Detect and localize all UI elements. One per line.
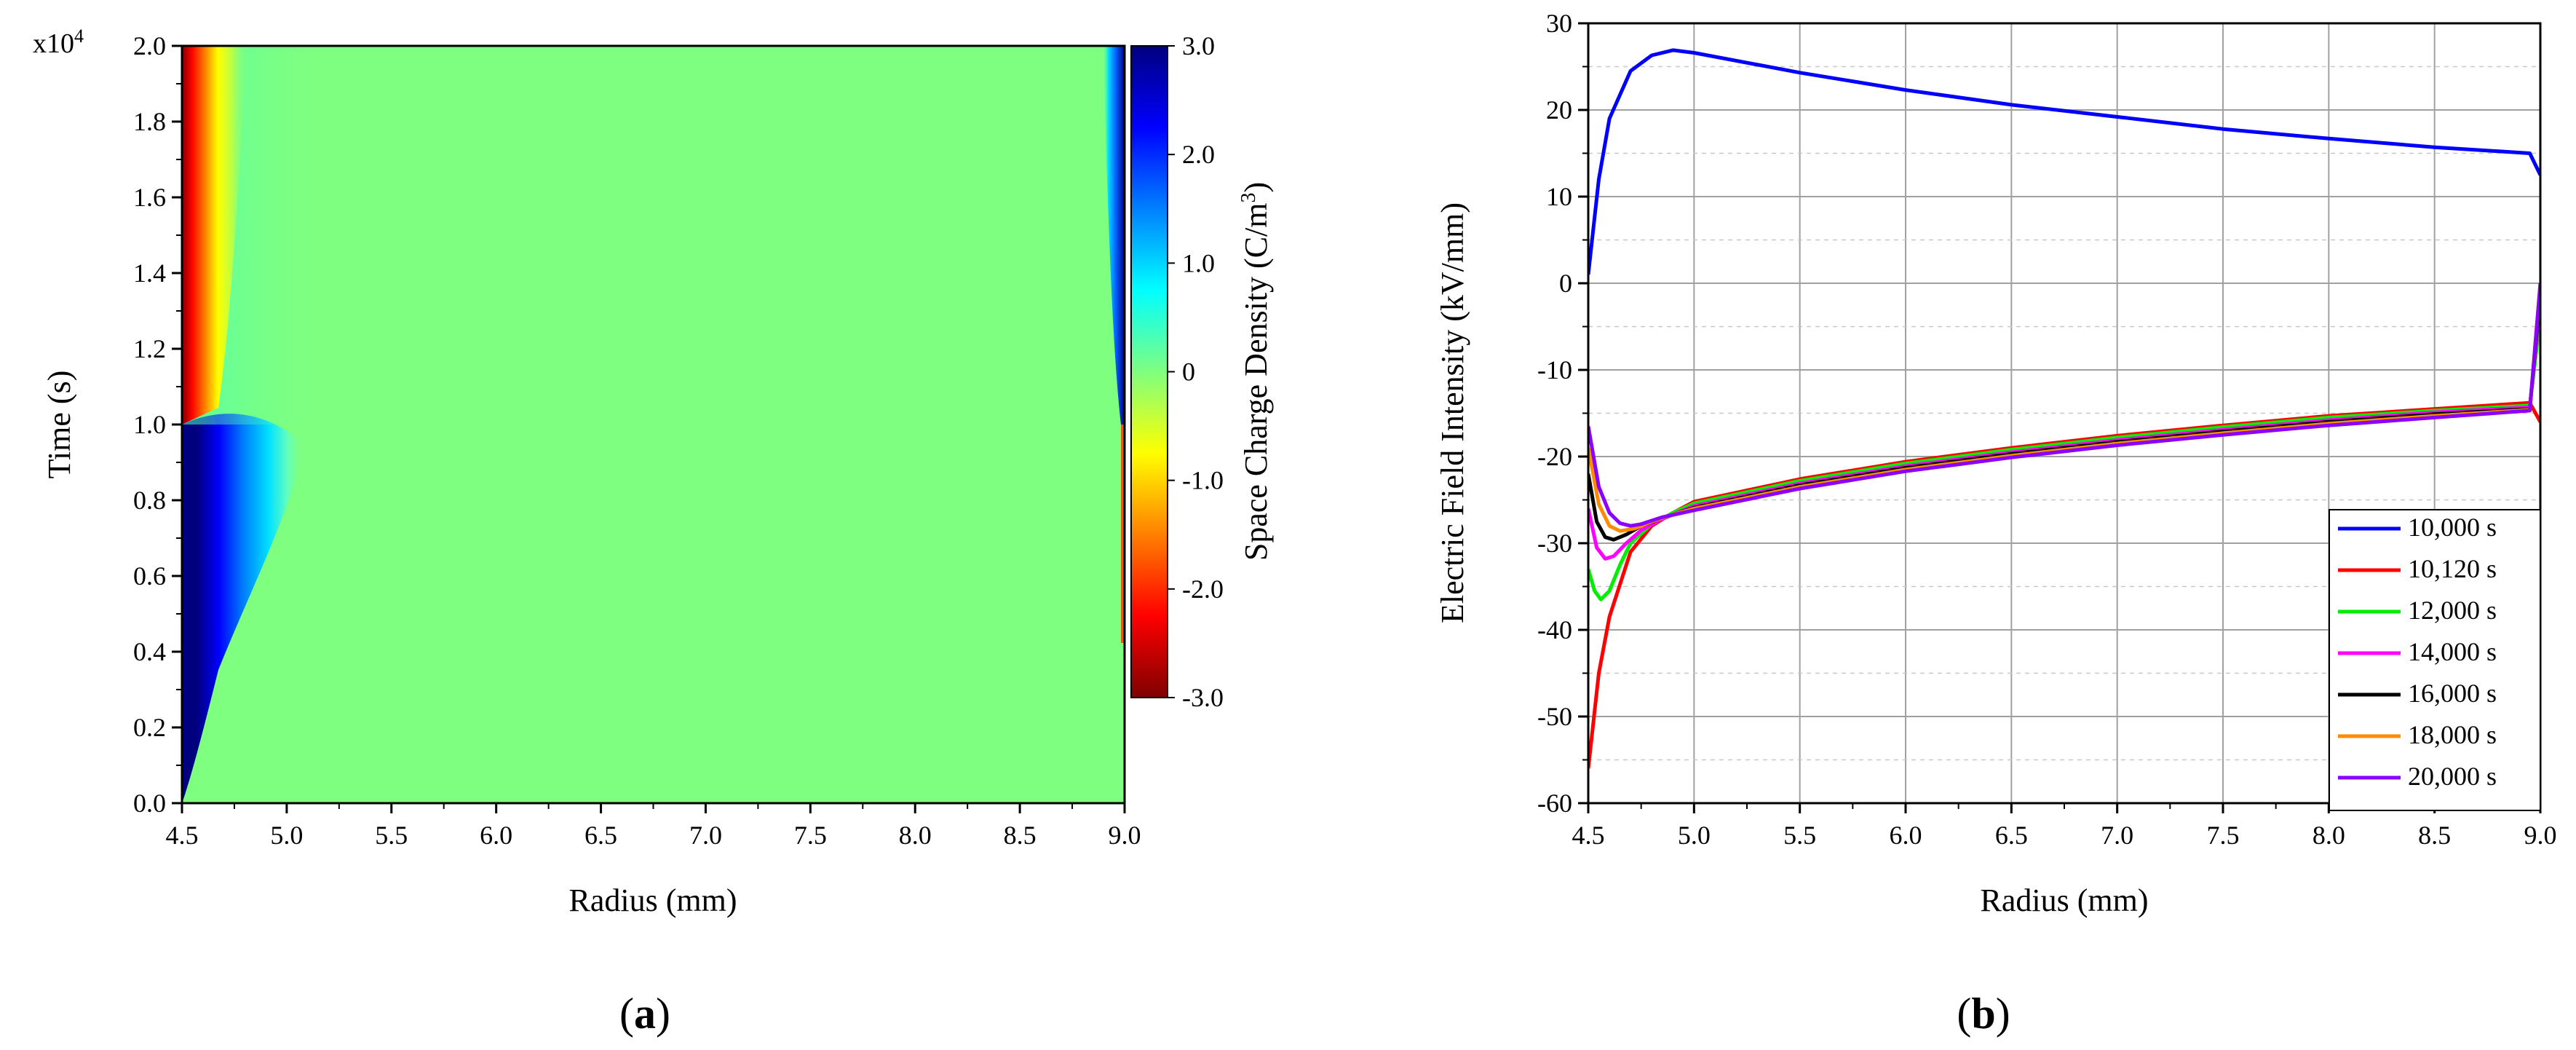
colorbar-tick-label: 0 xyxy=(1182,358,1195,387)
heatmap-xtick-label: 6.5 xyxy=(584,821,617,850)
colorbar-label-close: ) xyxy=(1238,182,1274,193)
heatmap-region-inner-late xyxy=(182,46,247,425)
legend-label: 10,000 s xyxy=(2408,513,2497,542)
heatmap-ylabel: Time (s) xyxy=(41,371,77,479)
heatmap-xtick-label: 5.0 xyxy=(270,821,303,850)
heatmap-ytick-label: 0.2 xyxy=(133,713,166,742)
line-ytick-label: 20 xyxy=(1546,95,1572,125)
line-xtick-label: 5.0 xyxy=(1678,821,1711,850)
colorbar-tick-label: -2.0 xyxy=(1182,575,1224,604)
panel-label-b-letter: b xyxy=(1971,990,1995,1038)
line-ytick-label: -20 xyxy=(1537,442,1572,471)
line-xtick-label: 5.5 xyxy=(1783,821,1816,850)
line-ytick-label: 30 xyxy=(1546,9,1572,38)
line-ytick-label: 10 xyxy=(1546,182,1572,211)
heatmap-ytick-label: 1.8 xyxy=(133,107,166,136)
line-ylabel: Electric Field Intensity (kV/mm) xyxy=(1435,202,1470,623)
colorbar-tick-label: 2.0 xyxy=(1182,140,1215,169)
colorbar-tick-label: -3.0 xyxy=(1182,683,1224,712)
colorbar: 3.0 2.0 1.0 0 -1.0 -2.0 -3.0 Space Charge Dens… xyxy=(1130,31,1274,712)
colorbar-gradient xyxy=(1130,45,1168,698)
heatmap-ytick-label: 0.6 xyxy=(133,561,166,591)
heatmap-region-outer-late xyxy=(1103,46,1125,425)
legend-label: 16,000 s xyxy=(2408,679,2497,708)
heatmap-xtick-label: 4.5 xyxy=(166,821,199,850)
line-series xyxy=(1588,48,2540,769)
line-ytick-label: -40 xyxy=(1537,615,1572,644)
heatmap-ytick-label: 2.0 xyxy=(133,31,166,60)
line-ytick-label: -50 xyxy=(1537,702,1572,731)
legend-label: 18,000 s xyxy=(2408,720,2497,749)
colorbar-tick-label: 3.0 xyxy=(1182,31,1215,60)
heatmap-ytick-label: 0.8 xyxy=(133,486,166,515)
heatmap-ytick-label: 1.2 xyxy=(133,334,166,363)
heatmap-outer-edge-red xyxy=(1121,425,1125,643)
heatmap-xtick-label: 8.5 xyxy=(1004,821,1037,850)
panel-label-a: (a) xyxy=(619,990,670,1038)
colorbar-ticks: 3.0 2.0 1.0 0 -1.0 -2.0 -3.0 xyxy=(1168,31,1224,712)
heatmap-xtick-label: 9.0 xyxy=(1109,821,1141,850)
line-ytick-label: -10 xyxy=(1537,355,1572,384)
heatmap-ytick-label: 0.4 xyxy=(133,637,166,666)
line-ytick-label: -30 xyxy=(1537,529,1572,558)
colorbar-label-sup: 3 xyxy=(1237,193,1260,203)
legend-label: 20,000 s xyxy=(2408,762,2497,791)
line-xtick-label: 9.0 xyxy=(2524,821,2557,850)
colorbar-label: Space Charge Density (C/m3) xyxy=(1237,182,1274,561)
colorbar-tick-label: 1.0 xyxy=(1182,248,1215,277)
series-line xyxy=(1588,317,2540,601)
line-xtick-label: 7.0 xyxy=(2101,821,2133,850)
line-xtick-label: 6.5 xyxy=(1995,821,2028,850)
line-xtick-label: 8.0 xyxy=(2313,821,2345,850)
line-panel: 4.5 5.0 5.5 6.0 6.5 7.0 7.5 8.0 8.5 9.0 30 20 10 0 -10… xyxy=(1435,9,2557,1038)
heatmap-panel: 4.5 5.0 5.5 6.0 6.5 7.0 7.5 8.0 8.5 9.0 0.0 0.2 0.4 0… xyxy=(33,25,1141,1038)
colorbar-label-text: Space Charge Density (C/m xyxy=(1238,203,1274,561)
legend-label: 12,000 s xyxy=(2408,596,2497,625)
panel-label-a-letter: a xyxy=(634,990,656,1038)
colorbar-tick-label: -1.0 xyxy=(1182,466,1224,495)
heatmap-ytick-label: 1.6 xyxy=(133,183,166,212)
heatmap-xtick-label: 6.0 xyxy=(480,821,512,850)
series-line xyxy=(1588,48,2540,275)
line-ytick-label: -60 xyxy=(1537,789,1572,818)
line-ytick-label: 0 xyxy=(1559,269,1572,298)
legend-label: 14,000 s xyxy=(2408,637,2497,666)
heatmap-ytick-label: 0.0 xyxy=(133,789,166,818)
panel-label-b: (b) xyxy=(1957,990,2010,1038)
heatmap-xtick-label: 8.0 xyxy=(899,821,932,850)
line-xtick-label: 7.5 xyxy=(2207,821,2240,850)
heatmap-xtick-label: 7.5 xyxy=(794,821,827,850)
series-line xyxy=(1588,283,2540,528)
heatmap-region-inner-early xyxy=(182,414,306,803)
heatmap-ytick-label: 1.0 xyxy=(133,410,166,439)
line-ticks: 4.5 5.0 5.5 6.0 6.5 7.0 7.5 8.0 8.5 9.0 30 20 10 0 -10… xyxy=(1537,9,2557,850)
legend-label: 10,120 s xyxy=(2408,554,2497,583)
heatmap-ytick-label: 1.4 xyxy=(133,258,166,288)
legend-box xyxy=(2329,509,2541,811)
heatmap-multiplier-exp: 4 xyxy=(74,25,84,47)
line-xtick-label: 8.5 xyxy=(2418,821,2451,850)
heatmap-xtick-label: 5.5 xyxy=(375,821,408,850)
heatmap-xlabel: Radius (mm) xyxy=(569,883,737,918)
heatmap-ticks: 4.5 5.0 5.5 6.0 6.5 7.0 7.5 8.0 8.5 9.0 0.0 0.2 0.4 0… xyxy=(133,31,1141,850)
heatmap-multiplier: x104 xyxy=(33,25,84,59)
heatmap-multiplier-base: x10 xyxy=(33,28,74,59)
line-legend: 10,000 s 10,120 s 12,000 s 14,000 s 16,000 s… xyxy=(2329,509,2541,811)
line-xtick-label: 6.0 xyxy=(1890,821,1922,850)
line-xtick-label: 4.5 xyxy=(1572,821,1605,850)
line-xlabel: Radius (mm) xyxy=(1981,883,2149,918)
heatmap-xtick-label: 7.0 xyxy=(689,821,722,850)
